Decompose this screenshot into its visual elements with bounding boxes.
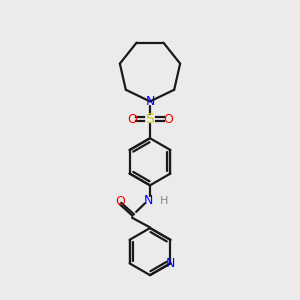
Text: H: H: [160, 196, 168, 206]
Text: O: O: [127, 112, 137, 126]
Text: O: O: [115, 195, 125, 208]
Text: O: O: [163, 112, 173, 126]
Text: S: S: [146, 112, 154, 126]
Text: N: N: [166, 257, 175, 270]
Text: N: N: [144, 194, 153, 207]
Text: N: N: [145, 95, 155, 108]
